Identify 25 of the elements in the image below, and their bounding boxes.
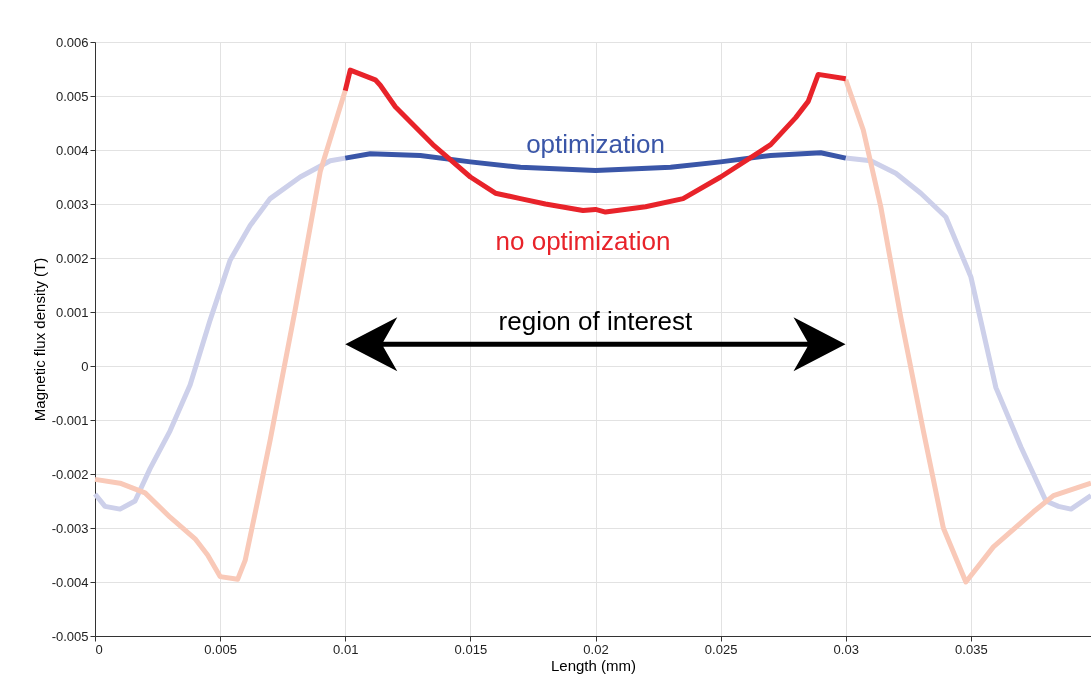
annotation: region of interest (498, 306, 693, 337)
x-tick-label: 0.025 (704, 641, 738, 657)
y-tick-label: 0.002 (55, 250, 89, 266)
series-label: no optimization (495, 226, 671, 257)
y-tick-label: 0.003 (55, 196, 89, 212)
y-tick-label: 0.005 (55, 88, 89, 104)
y-tick-label: 0.004 (55, 142, 89, 158)
x-tick-label: 0.02 (583, 641, 609, 657)
y-tick-label: -0.003 (51, 520, 89, 536)
x-tick-label: 0 (95, 641, 103, 657)
x-tick-label: 0.01 (333, 641, 359, 657)
y-tick-label: -0.002 (51, 466, 89, 482)
y-tick-label: 0.001 (55, 304, 89, 320)
y-tick-label: -0.005 (51, 628, 89, 644)
y-tick-label: -0.004 (51, 574, 89, 590)
y-tick-label: 0.006 (55, 34, 89, 50)
y-tick-label: -0.001 (51, 412, 89, 428)
x-tick-label: 0.035 (955, 641, 988, 657)
x-tick-label: 0.03 (833, 641, 859, 657)
x-tick-label: 0.005 (204, 641, 237, 657)
series-label: optimization (526, 128, 665, 159)
x-axis-title: Length (mm) (550, 656, 637, 674)
x-tick-label: 0.015 (454, 641, 488, 657)
y-tick-label: 0 (81, 358, 89, 374)
y-axis-title: Magnetic flux density (T) (30, 257, 48, 422)
